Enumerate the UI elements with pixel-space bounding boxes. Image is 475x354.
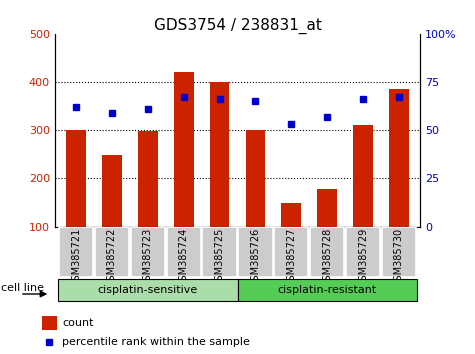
Bar [389, 89, 408, 227]
FancyBboxPatch shape [58, 279, 238, 302]
Text: GSM385729: GSM385729 [358, 228, 368, 287]
FancyBboxPatch shape [381, 227, 416, 278]
Text: cisplatin-resistant: cisplatin-resistant [277, 285, 377, 295]
Bar [209, 82, 229, 227]
Bar [66, 130, 86, 227]
FancyBboxPatch shape [167, 227, 201, 278]
FancyBboxPatch shape [238, 279, 417, 302]
Text: GSM385726: GSM385726 [250, 228, 260, 287]
FancyBboxPatch shape [346, 227, 380, 278]
Bar [281, 204, 301, 227]
Bar [42, 316, 57, 330]
Bar [138, 131, 158, 227]
Bar [317, 189, 337, 227]
Text: GSM385725: GSM385725 [215, 228, 225, 287]
FancyBboxPatch shape [238, 227, 273, 278]
Text: count: count [62, 318, 94, 328]
Text: GSM385723: GSM385723 [143, 228, 153, 287]
FancyBboxPatch shape [202, 227, 237, 278]
Text: cisplatin-sensitive: cisplatin-sensitive [98, 285, 198, 295]
Text: GSM385724: GSM385724 [179, 228, 189, 287]
Bar [174, 72, 194, 227]
Text: percentile rank within the sample: percentile rank within the sample [62, 337, 250, 347]
Bar [353, 125, 373, 227]
Title: GDS3754 / 238831_at: GDS3754 / 238831_at [153, 17, 322, 34]
Text: cell line: cell line [1, 283, 44, 293]
Bar [246, 130, 266, 227]
Text: GSM385722: GSM385722 [107, 228, 117, 287]
Text: GSM385730: GSM385730 [394, 228, 404, 287]
FancyBboxPatch shape [131, 227, 165, 278]
FancyBboxPatch shape [59, 227, 94, 278]
Text: GSM385727: GSM385727 [286, 228, 296, 287]
FancyBboxPatch shape [310, 227, 344, 278]
FancyBboxPatch shape [274, 227, 308, 278]
FancyBboxPatch shape [95, 227, 129, 278]
Bar [102, 155, 122, 227]
Text: GSM385721: GSM385721 [71, 228, 81, 287]
Text: GSM385728: GSM385728 [322, 228, 332, 287]
